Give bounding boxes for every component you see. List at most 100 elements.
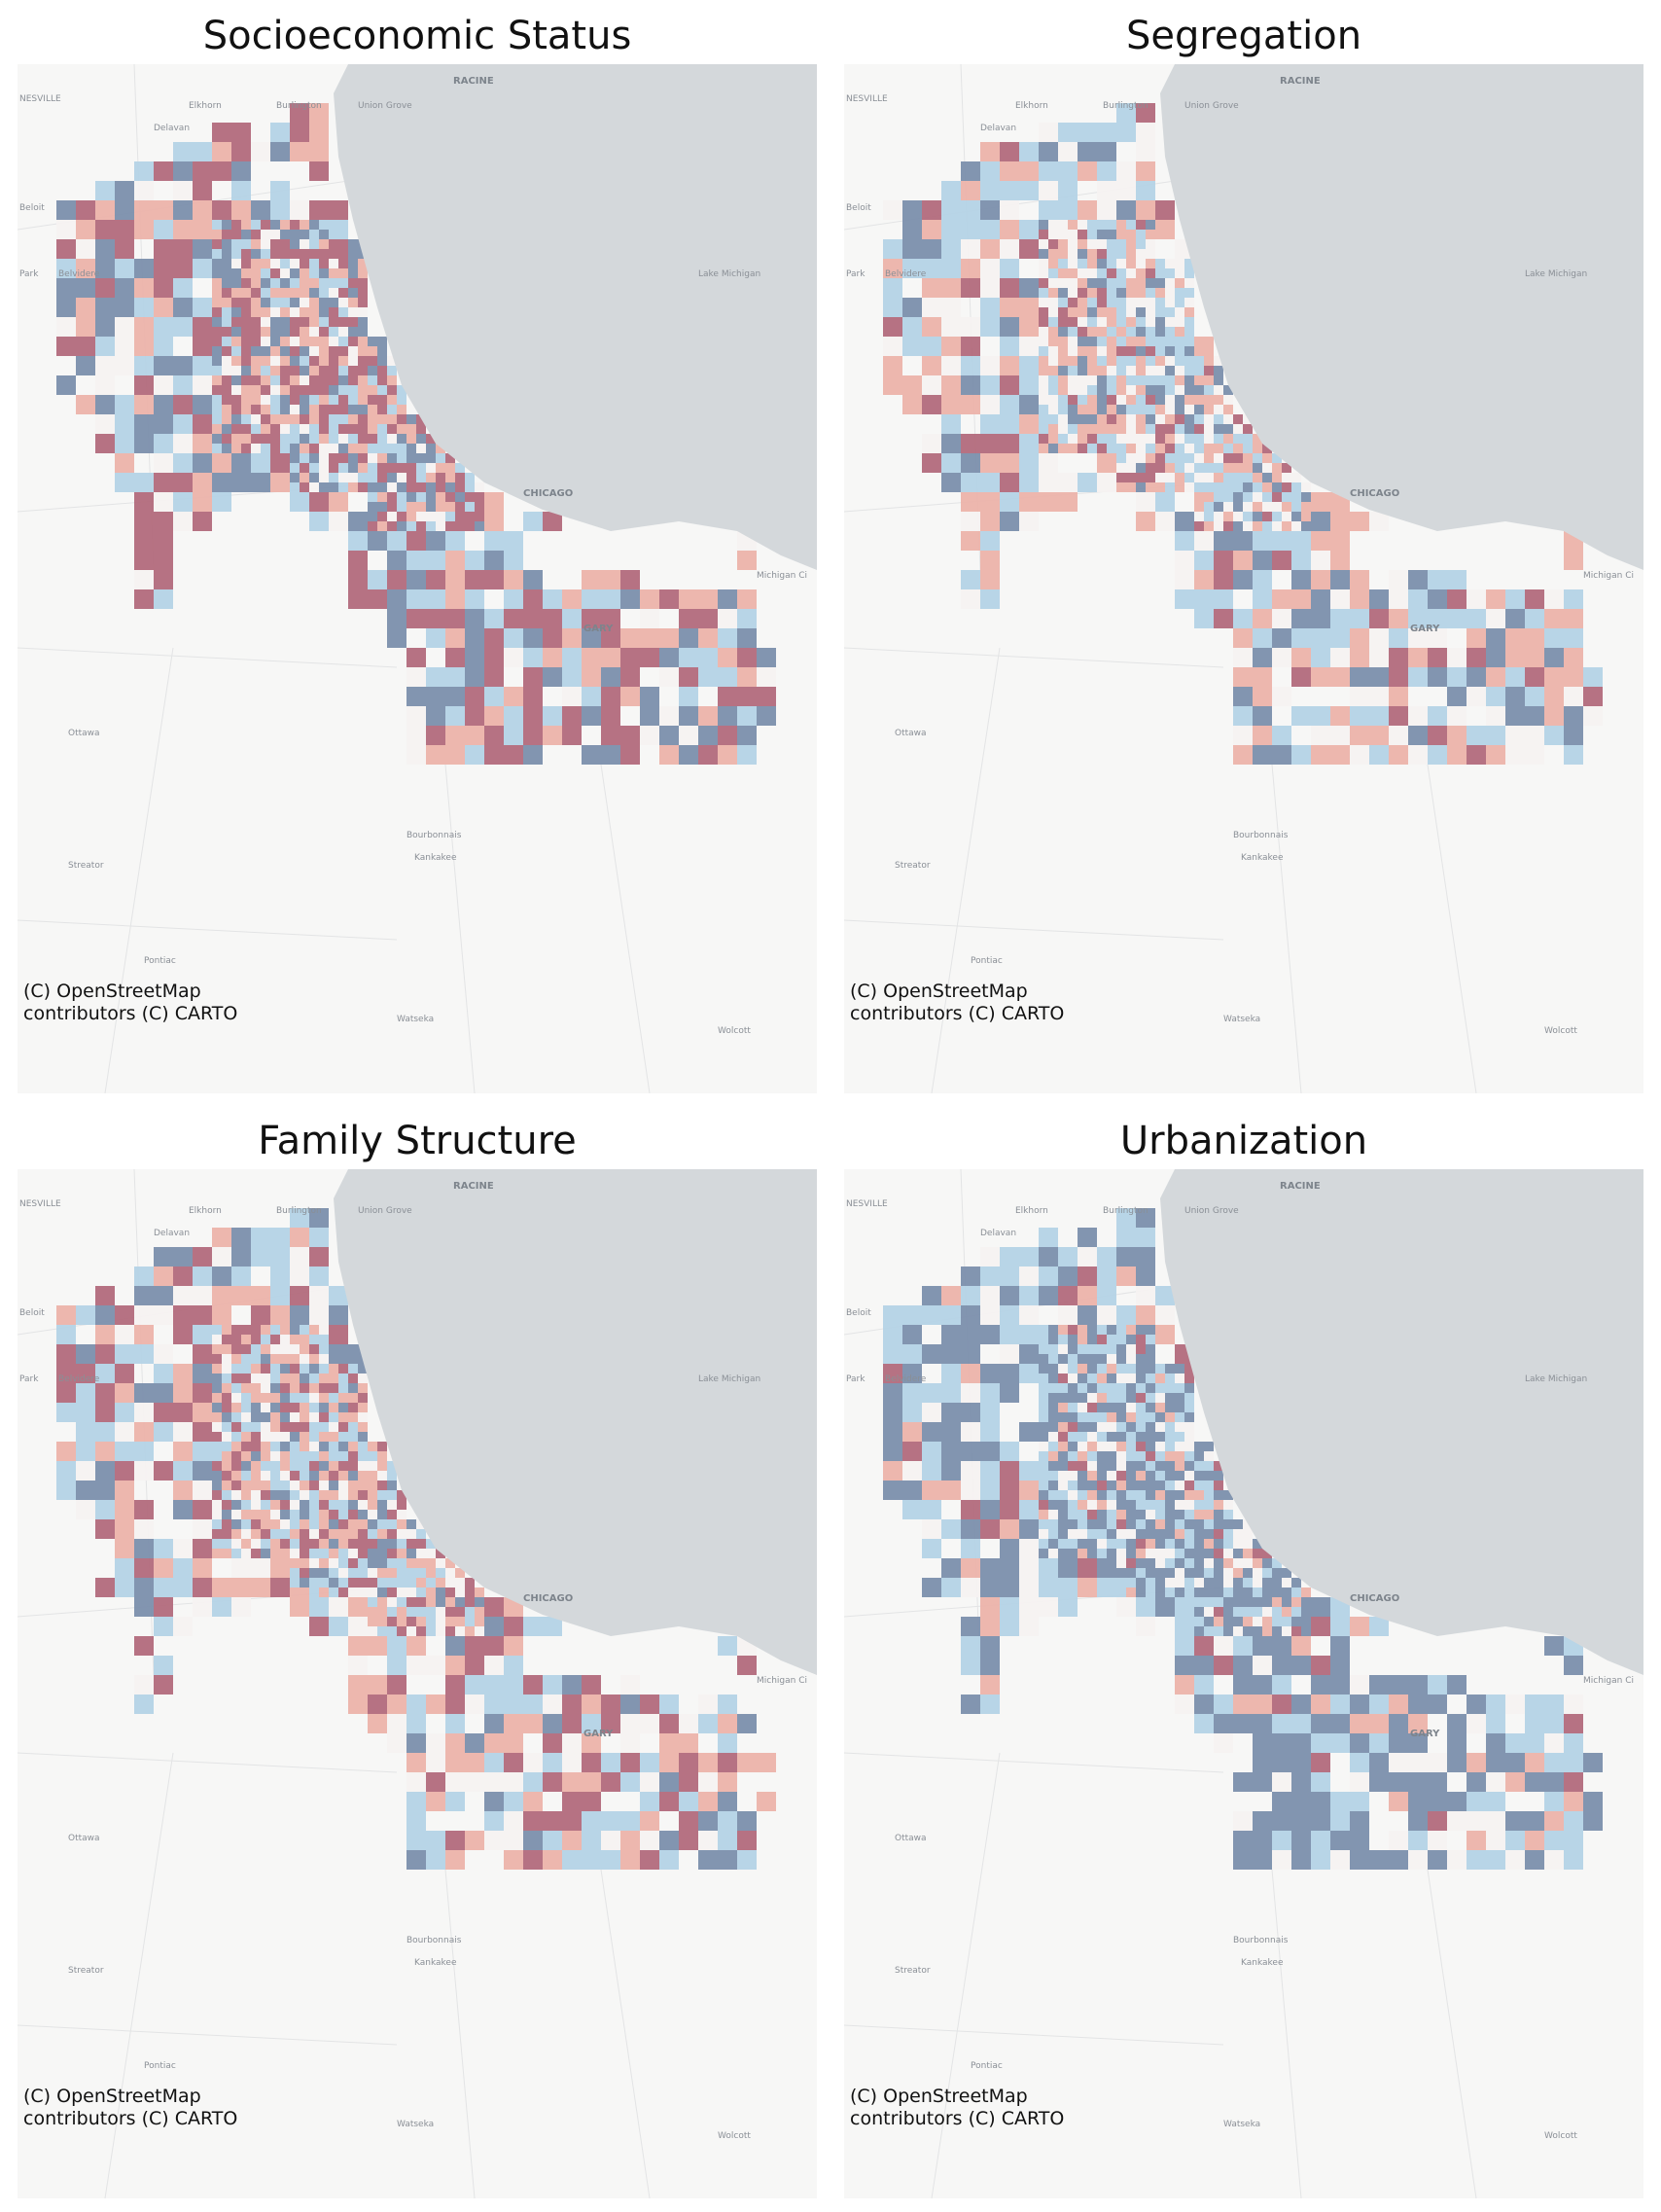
tract (261, 307, 270, 317)
tract (1039, 1500, 1048, 1510)
tract (902, 1481, 922, 1500)
tract (231, 1344, 241, 1354)
tract (329, 1403, 338, 1412)
tract (980, 1636, 1000, 1656)
tract (406, 1607, 416, 1617)
tract (1039, 1325, 1048, 1335)
tract (348, 307, 358, 317)
tract (1272, 1588, 1282, 1597)
place-label: Ottawa (895, 729, 927, 738)
tract (329, 346, 338, 356)
tract (1350, 687, 1369, 706)
tract (1214, 570, 1233, 589)
tract (426, 492, 436, 502)
tract (1175, 405, 1184, 414)
tract (1126, 1374, 1136, 1383)
tract (397, 385, 406, 395)
tract (941, 1442, 961, 1461)
tract (290, 405, 300, 414)
tract (338, 278, 348, 288)
tract (1155, 1490, 1165, 1500)
tract (1253, 1831, 1272, 1850)
tract (338, 1519, 348, 1529)
tract (1223, 492, 1233, 502)
tract (980, 1597, 1000, 1617)
place-label: GARY (1410, 1729, 1440, 1739)
tract (222, 1403, 231, 1412)
tract (465, 1607, 475, 1617)
tract (1204, 1558, 1214, 1568)
tract (1223, 405, 1233, 414)
tract (377, 1490, 387, 1500)
tract (222, 278, 231, 288)
tract (319, 1481, 329, 1490)
tract (154, 1675, 173, 1695)
tract (1087, 1529, 1097, 1539)
tract (387, 405, 397, 414)
tract (562, 1714, 582, 1733)
tract (1243, 1519, 1253, 1529)
tract (1146, 239, 1155, 249)
tract (251, 1344, 261, 1354)
tract (1253, 628, 1272, 648)
tract (484, 1714, 504, 1733)
tract (1175, 1500, 1184, 1510)
tract (290, 482, 300, 492)
tract (261, 1354, 270, 1364)
tract (1369, 726, 1389, 745)
tract (1311, 512, 1330, 531)
tract (1486, 1831, 1505, 1850)
tract (193, 1500, 212, 1519)
tract (348, 444, 358, 453)
tract (377, 1607, 387, 1617)
tract (1428, 706, 1447, 726)
tract (309, 337, 319, 346)
tract (280, 288, 290, 298)
tract (1165, 327, 1175, 337)
tract (241, 1481, 251, 1490)
tract (1146, 1549, 1155, 1558)
tract (1116, 1383, 1126, 1393)
tract (941, 181, 961, 200)
tract (280, 1393, 290, 1403)
tract (1253, 1636, 1272, 1656)
tract (1058, 1451, 1068, 1461)
tract (1311, 609, 1330, 628)
tract (941, 414, 961, 434)
tract (1000, 259, 1019, 278)
tract (698, 589, 718, 609)
tract (1019, 1597, 1039, 1617)
tract (1564, 1831, 1583, 1850)
tract (1428, 1772, 1447, 1792)
tract (1311, 1597, 1330, 1617)
tract (290, 1481, 300, 1490)
tract (1165, 1481, 1175, 1490)
tract (1223, 1617, 1233, 1626)
tract (348, 356, 358, 366)
tract (416, 473, 426, 482)
tract (1204, 385, 1214, 395)
tract (1058, 249, 1068, 259)
tract (290, 1461, 300, 1471)
tract (1048, 1451, 1058, 1461)
tract (56, 1442, 76, 1461)
tract (883, 1461, 902, 1481)
tract (1000, 395, 1019, 414)
tract (1194, 1656, 1214, 1675)
place-label: Bourbonnais (1233, 831, 1289, 840)
tract (1058, 434, 1068, 444)
tract (231, 424, 241, 434)
tract (1330, 570, 1350, 589)
tract (1087, 356, 1097, 366)
tract (980, 1422, 1000, 1442)
tract (1291, 531, 1311, 551)
tract (251, 200, 270, 220)
tract (902, 200, 922, 220)
tract (387, 628, 406, 648)
tract (1447, 1811, 1467, 1831)
tract (134, 1675, 154, 1695)
tract (1116, 1549, 1126, 1558)
tract (1291, 1626, 1301, 1636)
tract (1233, 667, 1253, 687)
